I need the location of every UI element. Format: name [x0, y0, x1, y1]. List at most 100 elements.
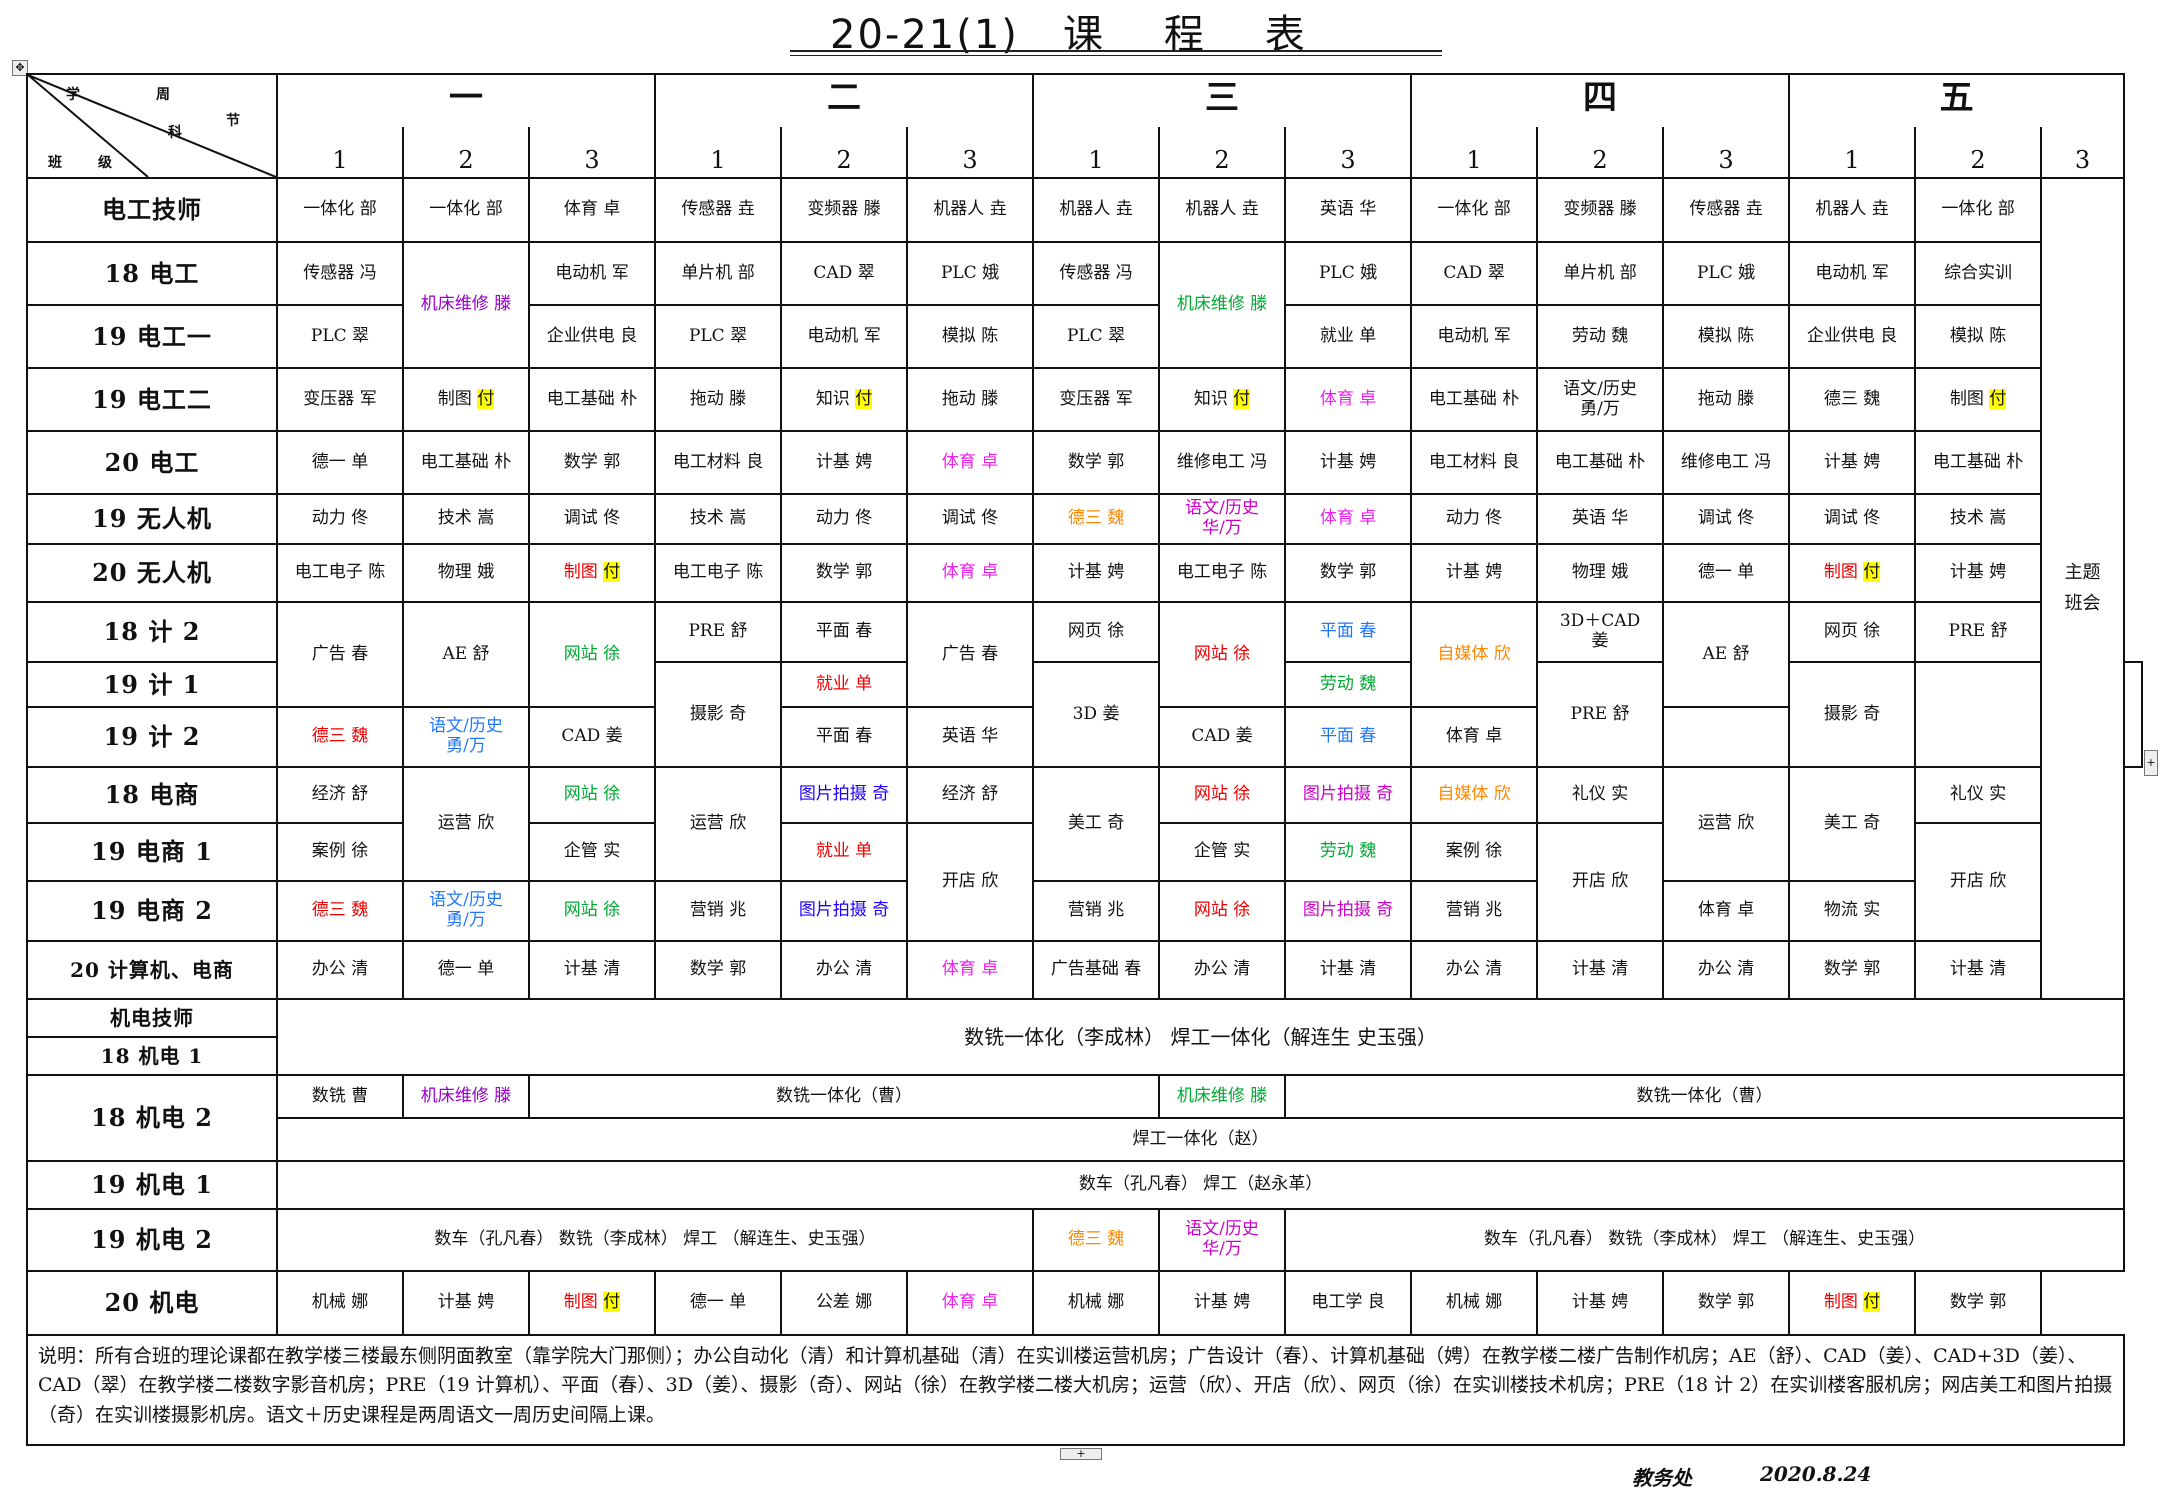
schedule-cell: AE 舒	[1662, 601, 1791, 708]
schedule-cell: 物理 娥	[402, 543, 530, 603]
schedule-cell: PRE 舒	[1536, 661, 1665, 768]
class-name: 19 机电 2	[26, 1208, 278, 1272]
theme-class-text: 班会	[2064, 592, 2101, 614]
schedule-cell: 图片拍摄 奇	[780, 766, 909, 824]
schedule-cell: 3D＋CAD 姜	[1536, 601, 1665, 663]
teacher-highlight: 付	[1863, 562, 1881, 583]
period-header: 2	[1536, 127, 1665, 179]
title-underline-thin	[790, 55, 1442, 56]
schedule-cell: 电工材料 良	[654, 430, 783, 495]
table-row: 18 计 2 广告 春 AE 舒 网站 徐 PRE 舒 平面 春 广告 春 网页…	[26, 601, 2142, 708]
schedule-cell: PLC 娥	[906, 241, 1035, 306]
schedule-cell: 数学 郭	[527, 430, 657, 495]
schedule-cell: 知识 付	[1158, 367, 1287, 432]
schedule-cell: 网站 徐	[527, 766, 657, 824]
class-name: 机电技师	[26, 998, 278, 1038]
class-name: 19 计 2	[26, 706, 278, 768]
period-header: 1	[654, 127, 783, 179]
schedule-cell: 企管 实	[527, 822, 657, 882]
class-name: 19 电工一	[26, 304, 278, 369]
table-row: 18 机电 1	[26, 1036, 2142, 1076]
corner-label-ji: 级	[98, 155, 112, 171]
schedule-cell: 计基 娉	[402, 1270, 530, 1336]
schedule-cell: 拖动 滕	[1662, 367, 1791, 432]
schedule-cell: 电工电子 陈	[654, 543, 783, 603]
schedule-cell: 制图 付	[527, 1270, 657, 1336]
schedule-cell: 营销 兆	[1410, 880, 1539, 942]
add-row-handle-icon[interactable]: +	[1060, 1448, 1102, 1460]
schedule-cell: 维修电工 冯	[1158, 430, 1287, 495]
add-column-handle-icon[interactable]: +	[2144, 750, 2158, 776]
schedule-cell: 机床维修 滕	[402, 1074, 530, 1119]
schedule-cell: 礼仪 实	[1536, 766, 1665, 824]
schedule-cell: 调试 佟	[1662, 493, 1791, 545]
schedule-cell: 动力 佟	[276, 493, 404, 545]
table-row: 18 机电 2 数铣 曹 机床维修 滕 数铣一体化（曹） 机床维修 滕 数铣一体…	[26, 1074, 2142, 1162]
schedule-cell: 机械 娜	[276, 1270, 404, 1336]
schedule-cell: 制图 付	[402, 367, 530, 432]
table-move-handle-icon[interactable]: ✥	[12, 60, 28, 76]
corner-label-xue: 学	[66, 87, 80, 103]
schedule-cell: 自媒体 欣	[1410, 601, 1539, 708]
schedule-cell: 体育 卓	[906, 543, 1035, 603]
schedule-cell: 机器人 垚	[906, 177, 1035, 243]
schedule-cell: 德一 单	[402, 940, 530, 1000]
schedule-cell: PLC 翠	[276, 304, 404, 369]
schedule-cell: 电工基础 朴	[1536, 430, 1665, 495]
class-name: 19 无人机	[26, 493, 278, 545]
schedule-cell: 机械 娜	[1032, 1270, 1161, 1336]
schedule-cell: PLC 娥	[1284, 241, 1413, 306]
header-day-row: 周 节 学 科 班 级 一 二 三 四 五	[26, 72, 2142, 179]
schedule-cell: 计基 娉	[1788, 430, 1917, 495]
schedule-cell: 机床维修 滕	[1158, 1074, 1287, 1119]
schedule-cell: 网站 徐	[527, 880, 657, 942]
schedule-cell: 体育 卓	[906, 1270, 1035, 1336]
corner-label-zhou: 周	[156, 87, 170, 103]
schedule-cell: 传感器 垚	[1662, 177, 1791, 243]
class-name: 20 电工	[26, 430, 278, 495]
schedule-cell: 物理 娥	[1536, 543, 1665, 603]
schedule-cell: 案例 徐	[1410, 822, 1539, 882]
day-header: 三	[1032, 72, 1413, 128]
schedule-cell: 网站 徐	[1158, 880, 1287, 942]
schedule-cell: 数铣 曹	[276, 1074, 404, 1119]
schedule-cell: 拖动 滕	[906, 367, 1035, 432]
schedule-cell: 广告 春	[906, 601, 1035, 708]
schedule-cell: 英语 华	[1284, 177, 1413, 243]
day-header: 四	[1410, 72, 1791, 128]
table-row: 机电技师 数铣一体化（李成林） 焊工一体化（解连生 史玉强）	[26, 998, 2142, 1076]
course-name: 知识	[815, 388, 850, 409]
schedule-cell: 德三 魏	[1032, 1208, 1161, 1272]
table-row: 19 机电 1 数车（孔凡春） 焊工（赵永革）	[26, 1160, 2142, 1210]
merged-schedule-cell: 数铣一体化（李成林） 焊工一体化（解连生 史玉强）	[275, 998, 2126, 1076]
schedule-cell: 计基 娉	[1536, 1270, 1665, 1336]
schedule-cell: 开店 欣	[906, 822, 1035, 942]
schedule-cell: 技术 嵩	[654, 493, 783, 545]
schedule-cell: 机床维修 滕	[1158, 241, 1287, 369]
period-header: 3	[527, 127, 657, 179]
schedule-cell: 计基 清	[1536, 940, 1665, 1000]
schedule-cell: 调试 佟	[527, 493, 657, 545]
schedule-cell: 办公 清	[780, 940, 909, 1000]
schedule-cell: 摄影 奇	[1788, 661, 1917, 768]
schedule-cell: 英语 华	[1536, 493, 1665, 545]
class-name: 19 机电 1	[26, 1160, 278, 1210]
course-line: 勇/万	[446, 736, 486, 756]
schedule-cell: 就业 单	[780, 822, 909, 882]
merged-schedule-cell: 焊工一体化（赵）	[275, 1117, 2126, 1162]
corner-label-ke: 科	[168, 125, 182, 141]
schedule-cell: 体育 卓	[527, 177, 657, 243]
class-name: 20 无人机	[26, 543, 278, 603]
schedule-cell: 网页 徐	[1032, 601, 1161, 663]
notes-text: 说明：所有合班的理论课都在教学楼三楼最东侧阴面教室（靠学院大门那侧）；办公自动化…	[25, 1334, 2126, 1446]
day-header: 二	[654, 72, 1035, 128]
schedule-cell: CAD 翠	[780, 241, 909, 306]
table-row: 19 电工一 PLC 翠 企业供电 良 PLC 翠 电动机 军 模拟 陈 PLC…	[26, 304, 2142, 369]
schedule-cell: 摄影 奇	[654, 661, 783, 768]
corner-label-jie: 节	[226, 113, 240, 129]
class-name: 18 电工	[26, 241, 278, 306]
schedule-cell: 办公 清	[1158, 940, 1287, 1000]
corner-diagonals	[29, 76, 275, 176]
schedule-cell: 变频器 滕	[1536, 177, 1665, 243]
teacher-highlight: 付	[603, 1292, 621, 1313]
